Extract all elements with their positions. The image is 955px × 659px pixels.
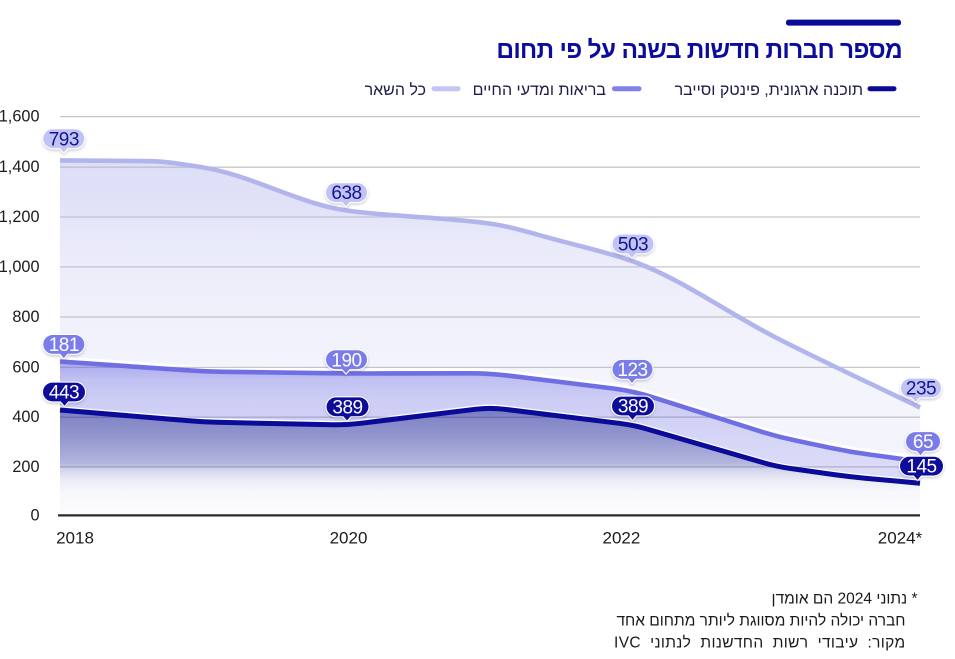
svg-text:1,000: 1,000 xyxy=(0,258,40,276)
svg-text:235: 235 xyxy=(906,379,936,400)
svg-text:443: 443 xyxy=(49,383,79,404)
svg-text:תוכנה ארגונית, פינטק וסייבר: תוכנה ארגונית, פינטק וסייבר xyxy=(675,82,863,99)
svg-text:2022: 2022 xyxy=(602,529,640,548)
svg-text:1,200: 1,200 xyxy=(0,208,40,226)
svg-text:כל השאר: כל השאר xyxy=(365,81,426,99)
svg-text:600: 600 xyxy=(12,358,39,376)
svg-text:2018: 2018 xyxy=(56,529,94,548)
svg-text:1,600: 1,600 xyxy=(0,108,40,126)
svg-text:2020: 2020 xyxy=(330,529,368,548)
svg-text:123: 123 xyxy=(617,360,647,381)
svg-text:200: 200 xyxy=(12,458,39,476)
svg-text:* נתוני 2024 הם אומדן: * נתוני 2024 הם אומדן xyxy=(772,591,918,608)
svg-text:145: 145 xyxy=(906,457,936,478)
svg-text:389: 389 xyxy=(332,397,362,418)
svg-text:חברה יכולה להיות מסווגת ליותר: חברה יכולה להיות מסווגת ליותר מתחום אחד xyxy=(616,612,905,629)
svg-text:בריאות ומדעי החיים: בריאות ומדעי החיים xyxy=(473,82,607,99)
svg-text:65: 65 xyxy=(913,432,933,453)
svg-text:389: 389 xyxy=(618,397,648,418)
svg-text:190: 190 xyxy=(331,350,361,371)
svg-text:1,400: 1,400 xyxy=(0,158,40,176)
svg-text:400: 400 xyxy=(12,408,39,426)
svg-text:2024*: 2024* xyxy=(878,529,923,548)
svg-text:0: 0 xyxy=(30,506,39,524)
svg-text:793: 793 xyxy=(49,129,79,150)
svg-text:638: 638 xyxy=(331,183,361,204)
svg-text:503: 503 xyxy=(618,235,648,256)
svg-text:מקור: עיבודי רשות החדשנות לנתו: מקור: עיבודי רשות החדשנות לנתוני IVC xyxy=(614,634,905,651)
svg-text:181: 181 xyxy=(49,335,79,356)
svg-text:800: 800 xyxy=(12,308,39,326)
svg-text:מספר חברות חדשות בשנה על פי תח: מספר חברות חדשות בשנה על פי תחום xyxy=(496,37,902,64)
